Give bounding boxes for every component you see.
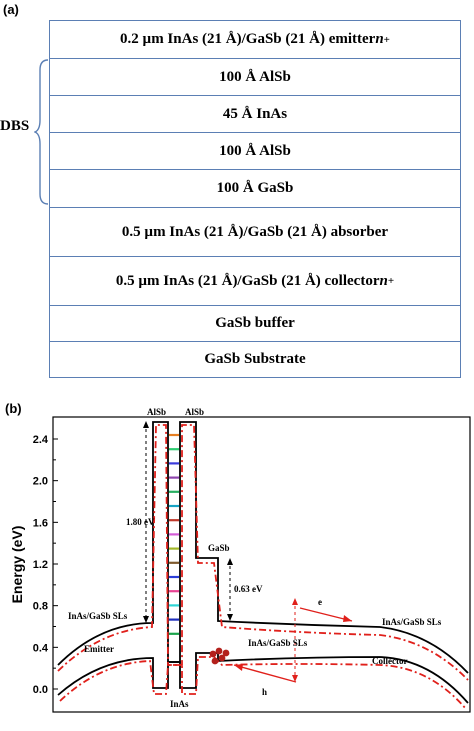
doping-n: n bbox=[375, 31, 384, 47]
label-sl-right: InAs/GaSb SLs bbox=[382, 617, 442, 627]
gap-063-arrowhead-bottom bbox=[227, 614, 233, 621]
dbs-label: DBS bbox=[0, 118, 30, 134]
label-hole: h bbox=[262, 687, 267, 697]
panel-b-label: (b) bbox=[5, 401, 22, 416]
panel-a-label: (a) bbox=[3, 2, 19, 17]
layer-7: 0.5 µm InAs (21 Å)/GaSb (21 Å) collector… bbox=[49, 256, 461, 306]
y-tick-label: 0.4 bbox=[33, 642, 49, 654]
label-inas: InAs bbox=[170, 699, 189, 709]
doping-plus: + bbox=[387, 275, 395, 287]
label-alsb-left: AlSb bbox=[147, 407, 166, 417]
doping-plus: + bbox=[383, 33, 390, 46]
layer-label: 0.5 µm InAs (21 Å)/GaSb (21 Å) collector bbox=[115, 272, 380, 289]
hole-dot bbox=[211, 657, 219, 665]
gap-063-arrowhead-top bbox=[227, 558, 233, 565]
conduction-band bbox=[57, 421, 469, 674]
y-axis-label: Energy (eV) bbox=[9, 526, 25, 604]
label-gasb: GaSb bbox=[208, 543, 230, 553]
y-tick-label: 2.4 bbox=[33, 434, 49, 446]
layer-label: GaSb buffer bbox=[215, 315, 295, 331]
electron-arrow bbox=[299, 607, 353, 622]
electron-arrowhead bbox=[343, 615, 352, 622]
label-electron: e bbox=[318, 597, 322, 607]
layer-3: 45 Å InAs bbox=[49, 95, 461, 133]
label-sl-left: InAs/GaSb SLs bbox=[68, 611, 128, 621]
valence-band bbox=[57, 652, 469, 704]
hole-dot bbox=[209, 650, 217, 658]
band-diagram: (b) 0.0 0.4 0.8 1.2 1.6 2.0 2.4 Energy (eV) AlSb A… bbox=[5, 401, 471, 713]
y-tick-label: 0.8 bbox=[33, 601, 48, 613]
layer-1: 0.2 µm InAs (21 Å)/GaSb (21 Å) emitter n… bbox=[49, 20, 461, 59]
transition-arrowhead-bottom bbox=[292, 675, 298, 682]
layer-6: 0.5 µm InAs (21 Å)/GaSb (21 Å) absorber bbox=[49, 207, 461, 257]
gap-180-arrowhead-bottom bbox=[143, 616, 149, 623]
y-tick-label: 2.0 bbox=[33, 476, 48, 488]
gap-180-arrowhead-top bbox=[143, 421, 149, 428]
hole-dot bbox=[222, 649, 230, 657]
y-tick-label: 1.2 bbox=[33, 559, 48, 571]
valence-band-dashed bbox=[59, 656, 467, 710]
label-gap-180: 1.80 eV bbox=[126, 517, 155, 527]
layer-label: 100 Å AlSb bbox=[219, 142, 291, 159]
layer-9: GaSb Substrate bbox=[49, 341, 461, 378]
label-sl-middle: InAs/GaSb SLs bbox=[248, 638, 308, 648]
label-emitter: Emitter bbox=[84, 644, 114, 654]
hole-dot bbox=[218, 654, 226, 662]
label-alsb-right: AlSb bbox=[185, 407, 204, 417]
hole-dot bbox=[215, 647, 223, 655]
layer-label: 45 Å InAs bbox=[222, 105, 288, 122]
layer-label: 0.2 µm InAs (21 Å)/GaSb (21 Å) emitter bbox=[120, 31, 376, 47]
transition-arrowhead-top bbox=[292, 598, 298, 605]
doping-n: n bbox=[379, 272, 388, 289]
layer-stack: 0.2 µm InAs (21 Å)/GaSb (21 Å) emitter n… bbox=[49, 20, 463, 378]
layer-2: 100 Å AlSb bbox=[49, 58, 461, 96]
layer-5: 100 Å GaSb bbox=[49, 169, 461, 208]
conduction-band-dashed bbox=[57, 424, 469, 681]
layer-label: 0.5 µm InAs (21 Å)/GaSb (21 Å) absorber bbox=[121, 223, 389, 240]
y-tick-label: 0.0 bbox=[33, 684, 48, 696]
layer-8: GaSb buffer bbox=[49, 305, 461, 342]
label-gap-063: 0.63 eV bbox=[234, 584, 263, 594]
label-collector: Collector bbox=[372, 656, 407, 666]
hole-arrow bbox=[233, 664, 297, 683]
layer-label: GaSb Substrate bbox=[204, 351, 306, 367]
dbs-bracket bbox=[34, 59, 49, 205]
layer-4: 100 Å AlSb bbox=[49, 132, 461, 170]
hole-arrowhead bbox=[234, 664, 243, 671]
y-tick-label: 1.6 bbox=[33, 517, 48, 529]
layer-label: 100 Å GaSb bbox=[216, 180, 294, 196]
layer-label: 100 Å AlSb bbox=[219, 68, 291, 85]
